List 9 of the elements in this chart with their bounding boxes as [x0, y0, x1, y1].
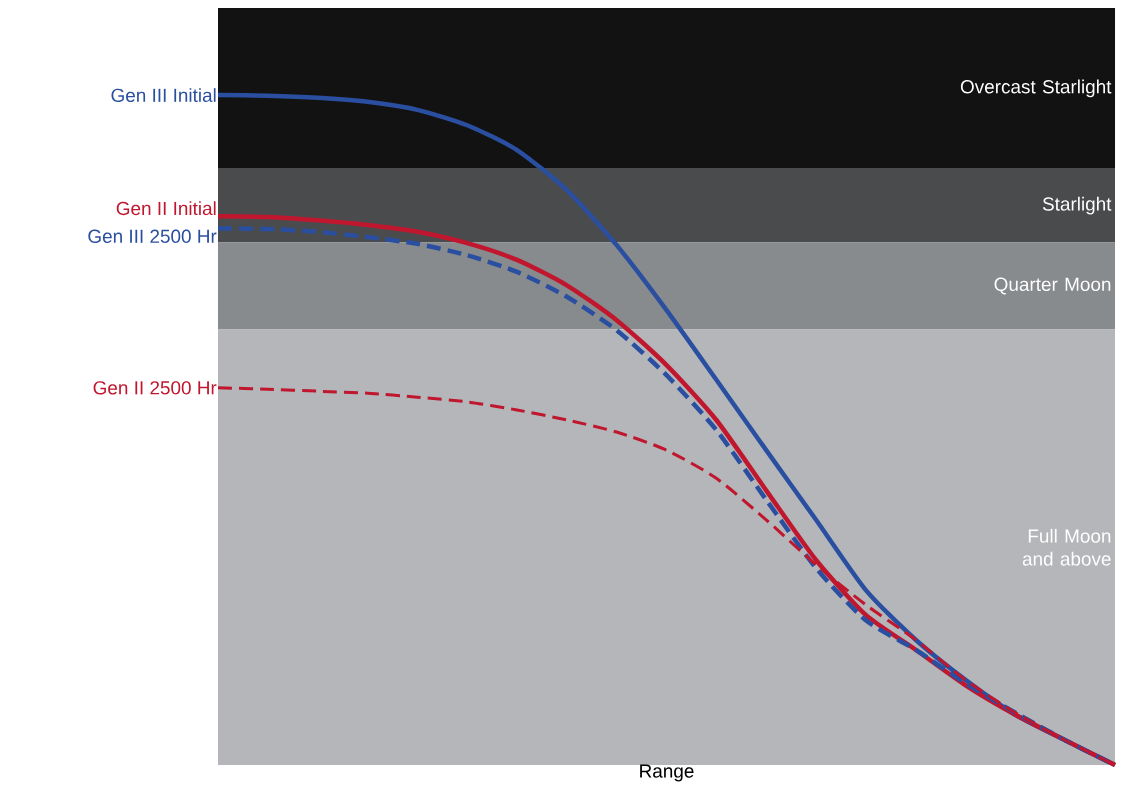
series-label: Gen III 2500 Hr	[88, 229, 217, 243]
x-axis-title: Range	[640, 764, 694, 782]
band-label: Starlight	[1042, 196, 1112, 215]
series-label: Gen III Initial	[111, 88, 216, 103]
series-label: Gen II Initial	[116, 201, 216, 216]
series-label: Gen II 2500 Hr	[93, 381, 217, 395]
band-label: Full Moon and above	[1022, 528, 1111, 566]
band-label: Quarter Moon	[994, 277, 1111, 295]
band-label: Overcast Starlight	[960, 79, 1112, 98]
